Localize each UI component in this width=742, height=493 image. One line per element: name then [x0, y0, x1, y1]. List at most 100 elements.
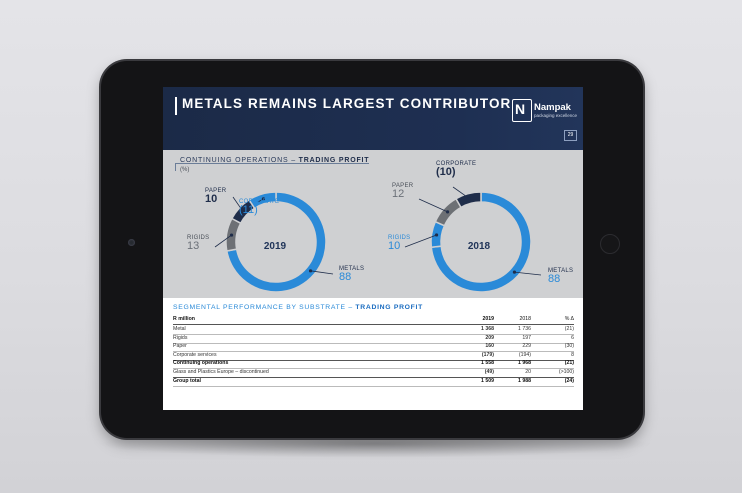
- section-heading-prefix: CONTINUING OPERATIONS –: [180, 157, 299, 164]
- row-change: (24): [564, 377, 574, 384]
- slide-title: METALS REMAINS LARGEST CONTRIBUTOR: [182, 96, 512, 111]
- value-label: 13: [187, 240, 200, 252]
- page-number: 29: [564, 130, 577, 141]
- table-row: Glass and Plastics Europe – discontinued…: [173, 369, 574, 377]
- table-row: Group total 1 509 1 988 (24): [173, 378, 574, 386]
- value-label: 10: [388, 240, 401, 252]
- section-rule: [175, 163, 369, 164]
- table-header-row: R million 2019 2018 % Δ: [173, 316, 574, 324]
- section-heading: CONTINUING OPERATIONS – TRADING PROFIT: [180, 157, 369, 164]
- row-change: (30): [564, 343, 574, 350]
- table-row-rule: [173, 359, 574, 361]
- table-row: Metal 1 368 1 736 (21): [173, 326, 574, 334]
- donut-charts: [214, 186, 542, 293]
- table-header-label: R million: [173, 316, 195, 322]
- label-2019-rigids: RIGIDS 13: [187, 235, 209, 252]
- donut-slice-rigids: [225, 217, 242, 252]
- value-label: 88: [339, 271, 352, 283]
- leader-dot-rigids: [229, 233, 234, 237]
- row-value-2018: 1 736: [518, 326, 531, 332]
- row-value-2019: 1 509: [481, 377, 494, 384]
- row-label: Metal: [173, 326, 186, 332]
- leader-line-rigids: [404, 234, 437, 248]
- unit-label: (%): [180, 167, 190, 173]
- nampak-logo-icon: N: [512, 99, 532, 122]
- category-label: RIGIDS: [388, 235, 411, 241]
- row-value-2018: 197: [522, 334, 531, 341]
- table-header-2018: 2018: [519, 316, 531, 322]
- table-title-prefix: SEGMENTAL PERFORMANCE BY SUBSTRATE –: [173, 304, 356, 311]
- category-label: RIGIDS: [187, 235, 210, 241]
- section-heading-emphasis: TRADING PROFIT: [298, 157, 370, 164]
- row-value-2019: (49): [484, 369, 494, 375]
- value-label: (10): [436, 166, 456, 178]
- donut-year-2019: 2019: [263, 241, 287, 252]
- leader-lines: [214, 186, 542, 276]
- category-label: CORPORATE: [436, 161, 477, 167]
- label-2019-paper: PAPER 10: [205, 188, 226, 205]
- camera-icon: [128, 239, 135, 246]
- leader-line-metals: [514, 271, 542, 276]
- row-change: 6: [571, 334, 574, 341]
- value-label: 88: [548, 273, 561, 285]
- row-label: Paper: [173, 343, 187, 350]
- label-2019-metals: METALS 88: [339, 266, 364, 283]
- row-label: Corporate services: [173, 351, 217, 358]
- leader-dot-metals: [308, 269, 313, 273]
- leader-dot-rigids: [434, 233, 439, 237]
- table-row: Continuing operations 1 558 1 968 (21): [173, 360, 574, 368]
- category-label: METALS: [339, 266, 365, 272]
- row-label: Rigids: [173, 334, 188, 341]
- value-label: 12: [392, 188, 405, 200]
- row-value-2019: 209: [485, 334, 494, 341]
- category-label: PAPER: [205, 188, 227, 194]
- row-change: (>100): [558, 369, 574, 375]
- category-label: CORPORATE: [239, 199, 280, 205]
- tablet-screen: METALS REMAINS LARGEST CONTRIBUTOR N Nam…: [163, 87, 583, 410]
- leader-line-corporate: [452, 186, 470, 199]
- leader-line-rigids: [214, 234, 232, 248]
- donut-slice-metals: [430, 191, 532, 293]
- table-row: Corporate services (179) (194) 8: [173, 352, 574, 360]
- table-row: Rigids 209 197 6: [173, 335, 574, 343]
- table-header-rule: [173, 324, 574, 325]
- category-label: PAPER: [392, 183, 414, 189]
- row-label: Glass and Plastics Europe – discontinued: [173, 369, 269, 375]
- leader-dot-paper: [241, 209, 245, 214]
- value-label: 10: [205, 193, 218, 205]
- slide-header: METALS REMAINS LARGEST CONTRIBUTOR N Nam…: [163, 87, 583, 150]
- table-row-rule: [173, 334, 574, 335]
- category-label: METALS: [548, 268, 574, 274]
- leader-line-paper: [232, 196, 244, 212]
- table-row-rule: [173, 377, 574, 378]
- logo-tagline: packaging excellence: [534, 113, 578, 118]
- table-row-rule: [173, 351, 574, 352]
- row-label: Group total: [173, 377, 201, 384]
- label-2019-corporate: CORPORATE (11): [239, 199, 279, 216]
- row-change: 8: [571, 351, 574, 358]
- leader-line-metals: [310, 270, 334, 275]
- label-2018-metals: METALS 88: [548, 268, 573, 285]
- section-rule-tick: [175, 163, 176, 171]
- leader-dot-paper: [445, 210, 450, 214]
- row-value-2018: 1 968: [518, 360, 531, 367]
- label-2018-paper: PAPER 12: [392, 183, 413, 200]
- label-2018-corporate: CORPORATE (10): [436, 161, 476, 178]
- value-label: (11): [239, 204, 258, 216]
- row-value-2018: 1 988: [518, 377, 531, 384]
- table-row-rule: [173, 368, 574, 370]
- logo-mark: N: [515, 101, 526, 117]
- leader-dot-metals: [512, 270, 517, 274]
- table-row: Paper 160 229 (30): [173, 343, 574, 351]
- table-header-2019: 2019: [482, 316, 494, 322]
- home-button[interactable]: [600, 234, 620, 254]
- donut-year-2018: 2018: [467, 241, 491, 252]
- row-value-2019: 1 558: [481, 360, 494, 367]
- row-value-2019: 1 368: [481, 326, 494, 332]
- table-row-rule: [173, 385, 574, 387]
- logo-name: Nampak: [534, 102, 571, 113]
- table-title: SEGMENTAL PERFORMANCE BY SUBSTRATE – TRA…: [173, 304, 423, 311]
- row-value-2018: 20: [525, 369, 531, 375]
- leader-dot-corporate: [261, 197, 266, 201]
- header-accent-bar: [175, 97, 177, 115]
